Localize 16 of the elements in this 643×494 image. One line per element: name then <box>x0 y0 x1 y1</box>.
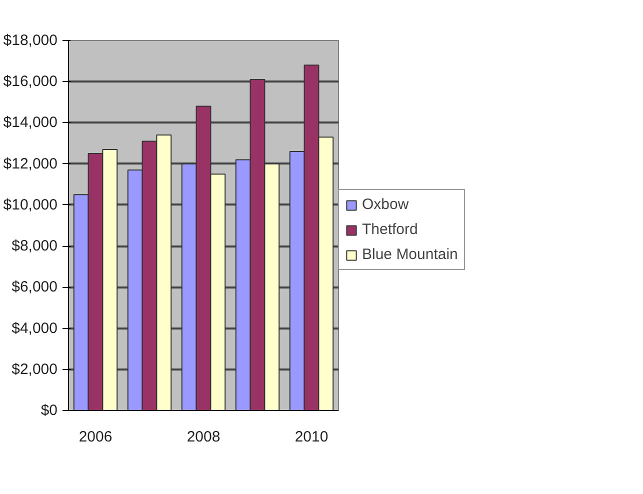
y-tick-label: $4,000 <box>12 320 58 337</box>
legend-label: Blue Mountain <box>362 246 458 263</box>
y-tick-label: $10,000 <box>3 196 58 214</box>
x-tick-label: 2008 <box>186 428 220 446</box>
x-tick-label: 2010 <box>294 428 328 446</box>
legend-label: Oxbow <box>362 196 409 213</box>
y-tick-label: $6,000 <box>12 278 58 296</box>
y-tick-label: $18,000 <box>3 32 58 49</box>
y-tick-label: $8,000 <box>12 238 58 255</box>
legend-label: Thetford <box>362 221 418 238</box>
y-tick-label: $14,000 <box>3 114 58 132</box>
y-tick-label: $16,000 <box>3 73 58 90</box>
y-tick-label: $0 <box>40 402 58 419</box>
y-tick-label: $2,000 <box>12 360 58 378</box>
x-tick-label: 2006 <box>78 428 112 446</box>
y-tick-label: $12,000 <box>3 155 58 172</box>
